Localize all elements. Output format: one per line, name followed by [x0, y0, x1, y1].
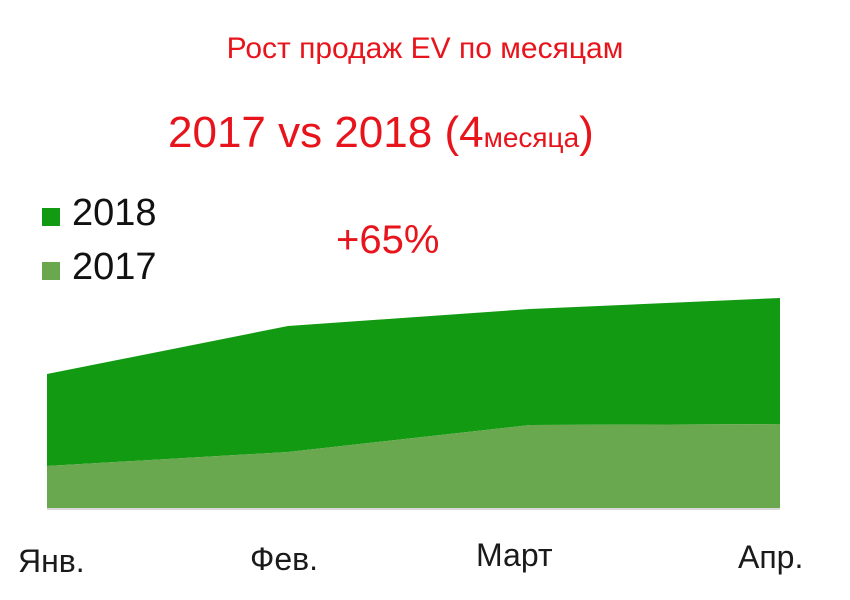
x-tick-label: Апр.	[738, 539, 803, 575]
subtitle-small: месяца	[483, 122, 580, 153]
legend-label-2018: 2018	[72, 191, 157, 234]
series-area-2017	[47, 424, 780, 508]
x-tick-label: Фев.	[250, 541, 318, 577]
series-area-2018	[47, 298, 780, 466]
legend-item-2018: 2018	[42, 186, 157, 240]
chart-subtitle: 2017 vs 2018 (4месяца)	[168, 108, 594, 158]
x-tick-label: Март	[476, 537, 553, 573]
chart-legend: 2018 2017	[42, 186, 157, 294]
x-tick-label: Янв.	[18, 543, 85, 579]
legend-swatch-2017	[42, 262, 60, 280]
subtitle-main: 2017 vs 2018 (4	[168, 108, 484, 157]
chart-title: Рост продаж EV по месяцам	[226, 32, 624, 65]
growth-annotation: +65%	[336, 218, 440, 262]
legend-item-2017: 2017	[42, 240, 157, 294]
subtitle-end: )	[579, 108, 594, 157]
legend-label-2017: 2017	[72, 245, 157, 288]
legend-swatch-2018	[42, 208, 60, 226]
